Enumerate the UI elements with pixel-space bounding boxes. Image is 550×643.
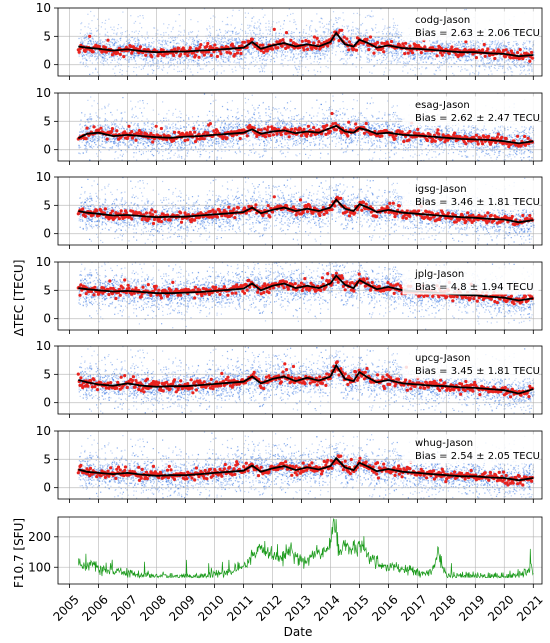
- panel-igsg: 0 5 10 igsg-Jason Bias = 3.46 ± 1.81 TECU: [36, 170, 543, 249]
- panel-jplg: 0 5 10 jplg-Jason Bias = 4.8 ± 1.94 TECU: [36, 255, 543, 334]
- x-tick-label: 2018: [427, 592, 458, 623]
- panel-frame: [57, 261, 543, 331]
- y-tick-label: 0: [43, 481, 51, 495]
- x-tick-label: 2020: [485, 592, 516, 623]
- x-tick-label: 2016: [369, 592, 400, 623]
- x-tick-label: 2008: [137, 592, 168, 623]
- panel-frame: [57, 176, 543, 246]
- panels-group: 0 5 10 codg-Jason Bias = 2.63 ± 2.06 TECU 0 5 1…: [28, 1, 546, 624]
- y-tick-label: 0: [43, 227, 51, 241]
- x-tick-label: 2019: [456, 592, 487, 623]
- panel-frame: [57, 516, 543, 585]
- annotation-box: [402, 349, 539, 379]
- tec-y-axis-label: ΔTEC [TECU]: [12, 260, 26, 337]
- y-tick-label: 5: [43, 114, 51, 128]
- panel-esag: 0 5 10 esag-Jason Bias = 2.62 ± 2.47 TECU: [36, 86, 543, 165]
- y-tick-label: 10: [36, 1, 51, 15]
- x-tick-label: 2015: [340, 592, 371, 623]
- y-tick-label: 0: [43, 143, 51, 157]
- smoothed-mean-line: [78, 456, 534, 482]
- model-label: upcg-Jason: [415, 353, 470, 364]
- y-tick-label: 0: [43, 312, 51, 326]
- x-tick-label: 2009: [166, 592, 197, 623]
- smoothed-mean-line: [78, 198, 534, 224]
- bias-label: Bias = 2.62 ± 2.47 TECU: [415, 113, 540, 124]
- y-tick-label: 5: [43, 198, 51, 212]
- annotation-box: [402, 96, 539, 126]
- annotation-box: [402, 11, 539, 41]
- x-tick-label: 2014: [311, 592, 342, 623]
- y-tick-label: 10: [36, 424, 51, 438]
- x-tick-label: 2010: [195, 592, 226, 623]
- y-tick-label: 10: [36, 86, 51, 100]
- bias-label: Bias = 2.54 ± 2.05 TECU: [415, 451, 540, 462]
- y-tick-label: 10: [36, 339, 51, 353]
- x-tick-label: 2012: [253, 592, 284, 623]
- x-tick-label: 2007: [108, 592, 139, 623]
- y-tick-label: 5: [43, 29, 51, 43]
- smoothed-mean-line: [78, 31, 534, 58]
- panel-frame: [57, 430, 543, 500]
- y-tick-label: 10: [36, 170, 51, 184]
- bias-label: Bias = 4.8 ± 1.94 TECU: [415, 282, 534, 293]
- panel-f107: 1002002005200620072008200920102011201220…: [28, 516, 546, 624]
- f107-y-axis-label: F10.7 [SFU]: [12, 518, 26, 588]
- x-tick-label: 2017: [398, 592, 429, 623]
- annotation-box: [402, 265, 539, 295]
- annotation-box: [402, 180, 539, 210]
- panel-frame: [57, 7, 543, 77]
- y-tick-label: 100: [28, 560, 51, 574]
- f107-line: [77, 518, 534, 579]
- y-tick-label: 5: [43, 283, 51, 297]
- panel-upcg: 0 5 10 upcg-Jason Bias = 3.45 ± 1.81 TECU: [36, 339, 543, 418]
- smoothed-mean-line: [78, 363, 534, 395]
- annotation-box: [402, 434, 539, 464]
- model-label: igsg-Jason: [415, 184, 467, 195]
- bias-label: Bias = 3.46 ± 1.81 TECU: [415, 197, 540, 208]
- panel-frame: [57, 345, 543, 415]
- grid: [58, 517, 542, 584]
- panel-codg: 0 5 10 codg-Jason Bias = 2.63 ± 2.06 TECU: [36, 1, 543, 80]
- model-label: codg-Jason: [415, 15, 470, 26]
- x-tick-label: 2021: [514, 592, 545, 623]
- x-axis-label: Date: [284, 625, 313, 639]
- y-tick-label: 200: [28, 530, 51, 544]
- x-tick-label: 2006: [79, 592, 110, 623]
- y-tick-label: 0: [43, 58, 51, 72]
- model-label: whug-Jason: [415, 438, 473, 449]
- panel-frame: [57, 92, 543, 162]
- x-tick-label: 2013: [282, 592, 313, 623]
- y-tick-label: 0: [43, 396, 51, 410]
- model-label: jplg-Jason: [414, 269, 464, 280]
- panel-whug: 0 5 10 whug-Jason Bias = 2.54 ± 2.05 TECU: [36, 424, 543, 503]
- model-label: esag-Jason: [415, 100, 470, 111]
- bias-label: Bias = 3.45 ± 1.81 TECU: [415, 366, 540, 377]
- smoothed-mean-line: [77, 124, 534, 145]
- y-tick-label: 5: [43, 367, 51, 381]
- bias-label: Bias = 2.63 ± 2.06 TECU: [415, 28, 540, 39]
- y-tick-label: 10: [36, 255, 51, 269]
- x-tick-label: 2011: [224, 592, 255, 623]
- x-tick-label: 2005: [50, 592, 81, 623]
- y-tick-label: 5: [43, 452, 51, 466]
